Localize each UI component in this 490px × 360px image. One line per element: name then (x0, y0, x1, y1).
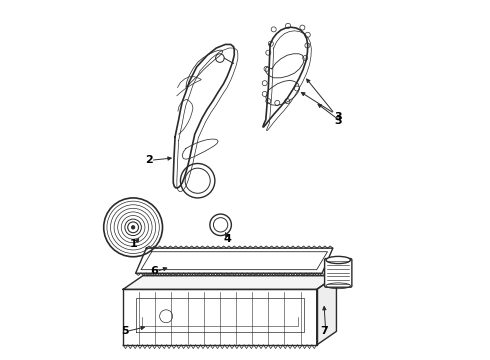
Text: 2: 2 (145, 155, 153, 165)
Polygon shape (317, 276, 337, 345)
Text: 1: 1 (129, 239, 137, 249)
Text: 3: 3 (335, 112, 342, 122)
Polygon shape (123, 289, 317, 345)
Text: 4: 4 (223, 234, 231, 244)
Circle shape (131, 226, 135, 229)
Text: 3: 3 (335, 116, 342, 126)
Text: 6: 6 (151, 266, 159, 276)
FancyBboxPatch shape (324, 258, 352, 287)
Ellipse shape (326, 256, 350, 264)
Circle shape (180, 163, 215, 198)
Text: 5: 5 (121, 326, 129, 336)
Text: 7: 7 (320, 325, 328, 336)
Polygon shape (123, 276, 337, 289)
